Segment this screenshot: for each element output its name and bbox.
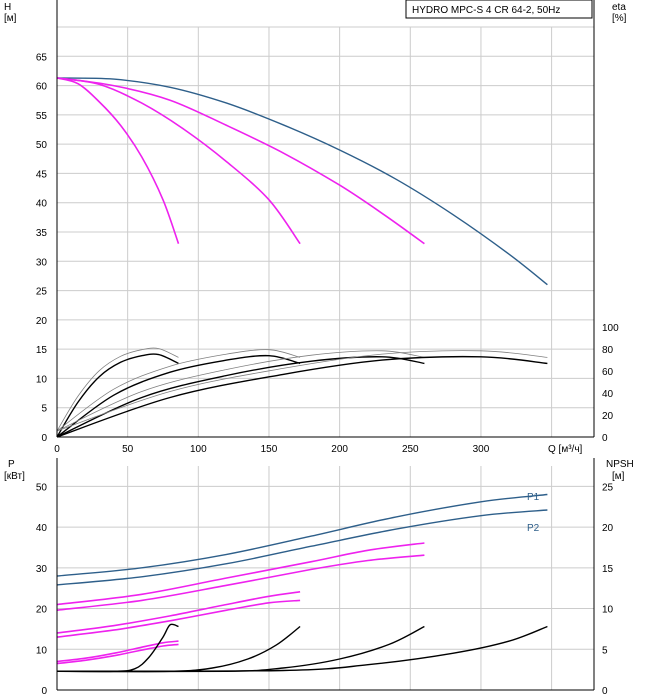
p2-annotation: P2 — [527, 523, 540, 534]
bottom-left-tick-label: 0 — [41, 686, 47, 697]
series-p2-4-pumps — [56, 509, 548, 586]
top-right-tick-label: 60 — [602, 367, 614, 378]
series-p1-2-pumps — [56, 591, 301, 634]
top-right-tick-label: 20 — [602, 411, 614, 422]
series-p2-3-pumps — [56, 554, 425, 611]
series-h-1-pump — [56, 77, 180, 244]
series-eta-3-pumps-secondary — [56, 350, 425, 432]
top-left-tick-label: 0 — [41, 433, 47, 444]
series-p1-1-pump — [56, 640, 179, 663]
series-p2-1-pump — [56, 643, 179, 665]
top-left-tick-label: 15 — [36, 345, 48, 356]
top-left-axis-unit: [м] — [4, 13, 17, 24]
series-p1-4-pumps — [56, 493, 548, 577]
chart-title: HYDRO MPC-S 4 CR 64-2, 50Hz — [412, 5, 560, 16]
top-right-tick-label: 0 — [602, 433, 608, 444]
top-right-tick-label: 100 — [602, 323, 619, 334]
bottom-right-tick-label: 0 — [602, 686, 608, 697]
top-right-tick-label: 80 — [602, 345, 614, 356]
series-eta-3-pumps — [56, 356, 425, 438]
bottom-left-tick-label: 20 — [36, 605, 48, 616]
top-left-tick-label: 30 — [36, 257, 48, 268]
top-left-tick-label: 45 — [36, 169, 48, 180]
x-axis-label: Q [м³/ч] — [548, 444, 583, 455]
x-tick-label: 100 — [190, 444, 207, 455]
p1-annotation: P1 — [527, 492, 540, 503]
bottom-left-tick-label: 10 — [36, 645, 48, 656]
top-right-axis-unit: [%] — [612, 13, 627, 24]
bottom-right-tick-label: 15 — [602, 564, 614, 575]
top-left-tick-label: 10 — [36, 374, 48, 385]
x-tick-label: 200 — [331, 444, 348, 455]
bottom-right-tick-label: 25 — [602, 482, 614, 493]
series-h-3-pumps — [56, 77, 425, 245]
top-series-group — [56, 77, 548, 438]
bottom-right-axis-unit: [м] — [612, 471, 625, 482]
series-eta-1-pump — [56, 353, 179, 438]
series-eta-2-pumps-secondary — [56, 349, 301, 432]
bottom-right-axis-label: NPSH — [606, 459, 634, 470]
top-left-tick-label: 55 — [36, 111, 48, 122]
top-right-tick-label: 40 — [602, 389, 614, 400]
series-p1-3-pumps — [56, 542, 425, 606]
top-left-tick-label: 20 — [36, 316, 48, 327]
series-npsh-4-pumps — [56, 625, 548, 672]
series-eta-2-pumps — [56, 354, 301, 438]
bottom-series-group — [56, 493, 548, 673]
top-left-tick-label: 35 — [36, 228, 48, 239]
bottom-left-axis-unit: [кВт] — [4, 471, 25, 482]
bottom-right-tick-label: 5 — [602, 645, 608, 656]
bottom-left-tick-label: 30 — [36, 564, 48, 575]
bottom-left-axis-label: P — [8, 459, 15, 470]
top-right-axis-label: eta — [612, 2, 626, 13]
x-tick-label: 300 — [473, 444, 490, 455]
top-left-tick-label: 65 — [36, 52, 48, 63]
series-eta-4-pumps-secondary — [56, 350, 548, 432]
top-left-tick-label: 5 — [41, 404, 47, 415]
x-tick-label: 0 — [54, 444, 60, 455]
top-left-tick-label: 40 — [36, 199, 48, 210]
top-left-tick-label: 25 — [36, 287, 48, 298]
bottom-left-tick-label: 50 — [36, 482, 48, 493]
series-h-2-pumps — [56, 77, 301, 245]
title-box — [405, 0, 593, 19]
bottom-right-tick-label: 10 — [602, 605, 614, 616]
bottom-right-tick-label: 20 — [602, 523, 614, 534]
top-left-tick-label: 50 — [36, 140, 48, 151]
series-eta-1-pump-secondary — [56, 347, 179, 432]
top-left-axis-label: H — [4, 2, 11, 13]
series-h-4-pumps — [56, 77, 548, 286]
x-tick-label: 50 — [122, 444, 134, 455]
x-tick-label: 150 — [261, 444, 278, 455]
x-tick-label: 250 — [402, 444, 419, 455]
bottom-left-tick-label: 40 — [36, 523, 48, 534]
top-left-tick-label: 60 — [36, 82, 48, 93]
series-p2-2-pumps — [56, 599, 301, 638]
top-grid — [56, 26, 594, 437]
series-eta-4-pumps — [56, 355, 548, 438]
